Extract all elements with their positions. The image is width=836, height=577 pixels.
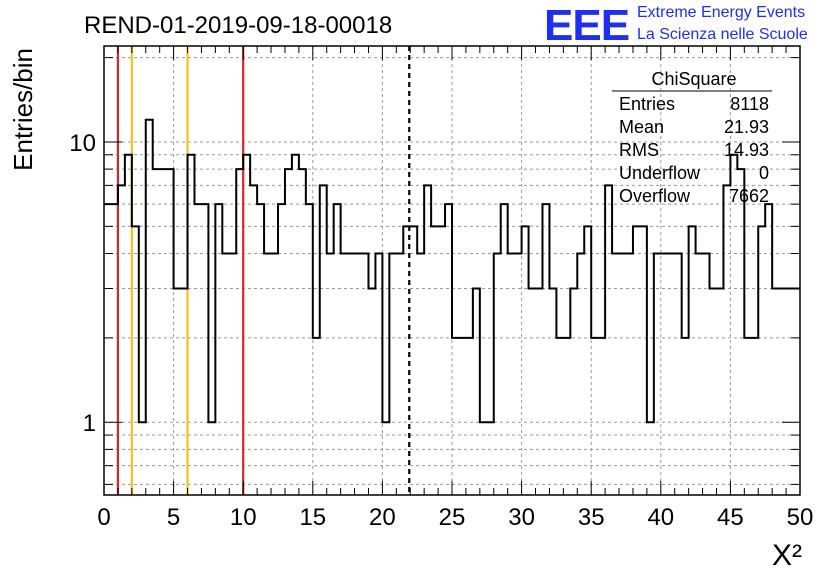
stats-label: RMS: [619, 140, 659, 160]
x-tick-label: 30: [508, 504, 535, 531]
x-tick-label: 20: [369, 504, 396, 531]
stats-value: 0: [759, 163, 769, 183]
x-tick-label: 45: [717, 504, 744, 531]
stats-label: Entries: [619, 94, 675, 114]
logo-line-2: La Scienza nelle Scuole: [637, 26, 808, 43]
eee-logo: EEE Extreme Energy Events La Scienza nel…: [544, 1, 808, 50]
x-tick-label: 10: [230, 504, 257, 531]
x-tick-label: 35: [578, 504, 605, 531]
x-tick-label: 25: [439, 504, 466, 531]
stats-value: 21.93: [724, 117, 769, 137]
x-tick-label: 15: [299, 504, 326, 531]
chart-title: REND-01-2019-09-18-00018: [84, 12, 392, 39]
histogram-series: [104, 118, 800, 424]
logo-line-1: Extreme Energy Events: [637, 4, 805, 21]
y-tick-label: 1: [83, 410, 96, 437]
stats-box-title: ChiSquare: [651, 69, 736, 89]
x-tick-label: 40: [647, 504, 674, 531]
stats-value: 14.93: [724, 140, 769, 160]
axes: 0 5 10 15 20 25 30 35 40 45 50 1 10: [69, 46, 813, 531]
y-axis-label: Entries/bin: [8, 48, 38, 171]
logo-mark: EEE: [544, 1, 629, 50]
x-tick-label: 0: [97, 504, 110, 531]
stats-box: ChiSquare Entries 8118 Mean 21.93 RMS 14…: [612, 69, 772, 206]
x-tick-label: 50: [787, 504, 814, 531]
stats-value: 7662: [729, 186, 769, 206]
stats-label: Underflow: [619, 163, 701, 183]
x-tick-label: 5: [167, 504, 180, 531]
stats-label: Mean: [619, 117, 664, 137]
y-tick-label: 10: [69, 130, 96, 157]
x-axis-label: X²: [772, 539, 802, 572]
stats-label: Overflow: [619, 186, 691, 206]
stats-value: 8118: [730, 94, 769, 114]
